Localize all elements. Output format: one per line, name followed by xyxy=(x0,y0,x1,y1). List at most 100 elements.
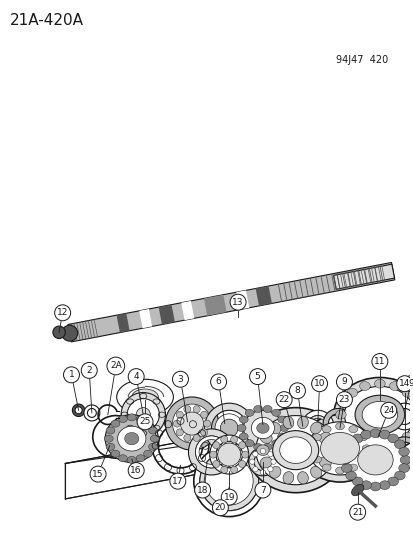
Ellipse shape xyxy=(270,459,275,464)
Ellipse shape xyxy=(117,426,145,451)
Text: 22: 22 xyxy=(278,395,289,404)
Ellipse shape xyxy=(217,443,240,466)
Ellipse shape xyxy=(150,435,159,442)
Polygon shape xyxy=(255,286,271,306)
Text: 21A-420A: 21A-420A xyxy=(10,13,84,28)
Ellipse shape xyxy=(255,416,335,484)
Wedge shape xyxy=(301,410,333,442)
Wedge shape xyxy=(193,446,264,516)
Ellipse shape xyxy=(260,448,265,454)
Circle shape xyxy=(402,376,413,392)
Ellipse shape xyxy=(279,424,288,432)
Ellipse shape xyxy=(148,443,157,450)
Ellipse shape xyxy=(282,416,293,429)
Wedge shape xyxy=(323,408,352,439)
Ellipse shape xyxy=(374,379,384,388)
Circle shape xyxy=(212,500,228,516)
Ellipse shape xyxy=(310,422,321,434)
Text: 17: 17 xyxy=(172,477,183,486)
Circle shape xyxy=(194,482,210,498)
Wedge shape xyxy=(292,418,316,443)
Text: 5: 5 xyxy=(254,372,260,381)
Ellipse shape xyxy=(237,424,245,432)
Ellipse shape xyxy=(279,437,311,464)
Circle shape xyxy=(210,374,226,390)
Text: 14: 14 xyxy=(398,379,409,388)
Polygon shape xyxy=(158,305,174,325)
Ellipse shape xyxy=(369,429,380,438)
Ellipse shape xyxy=(297,472,308,484)
Text: 25: 25 xyxy=(139,417,150,426)
Ellipse shape xyxy=(267,466,273,472)
Ellipse shape xyxy=(230,436,237,443)
Text: 15: 15 xyxy=(92,470,104,479)
Circle shape xyxy=(254,482,270,498)
Text: 94J47  420: 94J47 420 xyxy=(336,55,388,64)
Ellipse shape xyxy=(183,434,190,441)
Ellipse shape xyxy=(310,466,321,478)
Ellipse shape xyxy=(200,411,207,418)
Text: 8: 8 xyxy=(294,386,299,395)
Ellipse shape xyxy=(111,450,120,457)
Ellipse shape xyxy=(62,325,78,341)
Ellipse shape xyxy=(124,432,138,445)
Ellipse shape xyxy=(176,429,183,436)
Circle shape xyxy=(311,376,327,392)
Ellipse shape xyxy=(104,435,113,442)
Ellipse shape xyxy=(335,467,344,474)
Ellipse shape xyxy=(346,432,357,441)
Ellipse shape xyxy=(148,427,157,434)
Text: 19: 19 xyxy=(223,492,235,502)
Polygon shape xyxy=(181,301,194,320)
Ellipse shape xyxy=(360,430,370,439)
Ellipse shape xyxy=(118,455,127,462)
Circle shape xyxy=(336,392,351,408)
Ellipse shape xyxy=(136,455,145,462)
Ellipse shape xyxy=(312,456,320,463)
Ellipse shape xyxy=(212,461,219,467)
Ellipse shape xyxy=(307,422,371,475)
Ellipse shape xyxy=(338,398,348,407)
Wedge shape xyxy=(121,393,165,437)
Text: 4: 4 xyxy=(133,372,139,381)
Ellipse shape xyxy=(192,434,200,441)
Ellipse shape xyxy=(271,440,280,447)
Ellipse shape xyxy=(192,406,200,413)
Text: 6: 6 xyxy=(215,377,221,386)
Ellipse shape xyxy=(339,456,350,464)
Ellipse shape xyxy=(321,426,330,433)
Text: 13: 13 xyxy=(232,297,243,306)
Ellipse shape xyxy=(173,420,180,427)
Polygon shape xyxy=(68,262,394,342)
Circle shape xyxy=(172,372,188,387)
Text: 3: 3 xyxy=(177,375,183,384)
Ellipse shape xyxy=(214,414,243,442)
Ellipse shape xyxy=(387,434,397,443)
Circle shape xyxy=(90,466,106,482)
Circle shape xyxy=(289,383,305,399)
Ellipse shape xyxy=(249,459,254,464)
Ellipse shape xyxy=(297,416,308,429)
Wedge shape xyxy=(84,405,100,421)
Ellipse shape xyxy=(244,409,254,416)
Polygon shape xyxy=(236,290,249,310)
Ellipse shape xyxy=(401,389,412,397)
Ellipse shape xyxy=(271,409,280,416)
Ellipse shape xyxy=(241,451,248,458)
Wedge shape xyxy=(209,435,248,474)
Ellipse shape xyxy=(136,415,145,423)
Ellipse shape xyxy=(106,427,115,434)
Polygon shape xyxy=(65,401,396,499)
Circle shape xyxy=(81,362,97,378)
Ellipse shape xyxy=(220,466,227,473)
Wedge shape xyxy=(390,403,413,430)
Circle shape xyxy=(107,357,124,375)
Ellipse shape xyxy=(165,397,218,450)
Ellipse shape xyxy=(127,456,136,464)
Text: 9: 9 xyxy=(341,377,347,386)
Ellipse shape xyxy=(176,411,183,418)
Ellipse shape xyxy=(360,481,370,490)
Ellipse shape xyxy=(321,445,334,456)
Ellipse shape xyxy=(53,326,65,338)
Ellipse shape xyxy=(361,445,370,452)
